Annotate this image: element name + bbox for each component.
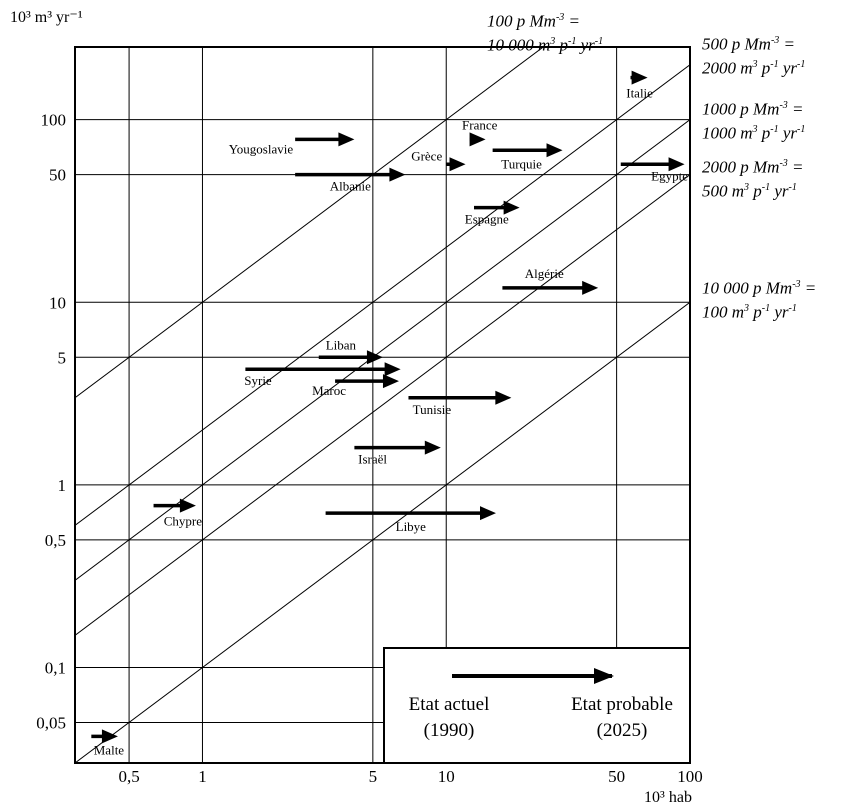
country-arrowhead [366, 350, 383, 365]
country-malte: Malte [91, 729, 124, 757]
country-arrowhead [382, 374, 399, 389]
legend-end-year: (2025) [597, 720, 648, 741]
country-label: Libye [396, 519, 427, 534]
country-label: Egypte [651, 168, 688, 183]
country-egypte: Egypte [620, 157, 688, 183]
country-yougoslavie: Yougoslavie [229, 132, 355, 156]
country-espagne: Espagne [465, 200, 520, 227]
country-maroc: Maroc [312, 374, 399, 398]
density-label-line1: 2000 p Mm-3 = [702, 157, 804, 177]
country-syrie: Syrie [244, 362, 401, 388]
density-label-line2: 1000 m3 p-1 yr-1 [702, 123, 806, 143]
density-label: 10 000 p Mm-3 = 100 m3 p-1 yr-1 [702, 275, 816, 322]
country-label: Algérie [525, 266, 564, 281]
country-label: France [462, 117, 498, 132]
country-arrowhead [479, 506, 496, 521]
x-tick-label: 50 [608, 767, 625, 786]
country-arrowhead [179, 498, 196, 513]
country-arrowhead [338, 132, 355, 147]
y-tick-label: 5 [58, 348, 67, 367]
country-tunisie: Tunisie [408, 390, 512, 417]
density-label: 100 p Mm-3 = 10 000 m3 p-1 yr-1 [487, 8, 603, 55]
legend: Etat actuel (1990) Etat probable (2025) [383, 647, 691, 764]
country-arrowhead [101, 729, 118, 744]
country-arrowhead [449, 157, 466, 172]
x-axis-label: 10³ hab [644, 789, 692, 806]
country-italie: Italie [626, 70, 653, 101]
country-arrowhead [582, 280, 599, 295]
legend-end-label: Etat probable [571, 694, 673, 715]
x-tick-label: 1 [198, 767, 207, 786]
density-label-line1: 100 p Mm-3 = [487, 11, 581, 31]
y-tick-label: 0,05 [36, 713, 66, 732]
density-label-line1: 500 p Mm-3 = [702, 34, 796, 54]
density-lines [75, 47, 690, 763]
y-tick-label: 10 [49, 293, 66, 312]
country-label: Espagne [465, 212, 509, 227]
y-axis-label: 10³ m³ yr⁻¹ [10, 9, 83, 26]
y-tick-label: 1 [58, 476, 67, 495]
country-label: Albanie [330, 179, 371, 194]
density-line [75, 301, 690, 763]
country-arrowhead [668, 157, 685, 172]
country-label: Maroc [312, 383, 346, 398]
country-arrowhead [631, 70, 648, 85]
country-france: France [462, 117, 498, 147]
x-tick-label: 5 [369, 767, 378, 786]
country-israël: Israël [354, 440, 441, 467]
legend-frame [383, 647, 691, 764]
country-arrowhead [495, 390, 512, 405]
country-arrowhead [389, 167, 406, 182]
density-label: 500 p Mm-3 = 2000 m3 p-1 yr-1 [702, 31, 805, 78]
country-arrowhead [503, 200, 520, 215]
country-arrows: Italie France Yougoslavie Turquie Grèce Egypt… [91, 70, 688, 757]
country-arrowhead [469, 132, 486, 147]
country-albanie: Albanie [295, 167, 406, 194]
density-label-line1: 10 000 p Mm-3 = [702, 278, 817, 298]
density-line [75, 174, 690, 636]
density-label-line2: 2000 m3 p-1 yr-1 [702, 58, 806, 78]
country-label: Yougoslavie [229, 141, 294, 156]
country-label: Tunisie [413, 402, 452, 417]
legend-start-year: (1990) [424, 720, 475, 741]
country-arrowhead [424, 440, 441, 455]
y-tick-label: 0,5 [45, 531, 66, 550]
y-tick-label: 100 [41, 111, 67, 130]
country-label: Grèce [411, 148, 442, 163]
country-label: Israël [358, 452, 387, 467]
country-label: Italie [626, 86, 653, 101]
country-arrowhead [384, 362, 401, 377]
density-label-line2: 500 m3 p-1 yr-1 [702, 181, 797, 201]
country-liban: Liban [318, 337, 383, 365]
country-label: Syrie [244, 373, 272, 388]
density-label: 2000 p Mm-3 = 500 m3 p-1 yr-1 [702, 154, 804, 201]
x-tick-label: 100 [677, 767, 703, 786]
density-label-line2: 100 m3 p-1 yr-1 [702, 302, 797, 322]
legend-start-label: Etat actuel [409, 694, 490, 715]
x-tick-labels: 0,5 1 5 10 50 100 [118, 767, 702, 786]
x-tick-label: 0,5 [118, 767, 139, 786]
y-tick-label: 0,1 [45, 659, 66, 678]
country-label: Chypre [164, 514, 203, 529]
country-arrowhead [546, 143, 563, 158]
country-algérie: Algérie [502, 266, 599, 295]
x-tick-label: 10 [438, 767, 455, 786]
country-turquie: Turquie [492, 143, 563, 171]
country-chypre: Chypre [153, 498, 203, 529]
density-label: 1000 p Mm-3 = 1000 m3 p-1 yr-1 [702, 96, 805, 143]
density-line [75, 119, 690, 582]
density-label-line1: 1000 p Mm-3 = [702, 99, 804, 119]
country-label: Liban [326, 337, 357, 352]
country-label: Malte [94, 742, 125, 757]
density-label-line2: 10 000 m3 p-1 yr-1 [487, 35, 604, 55]
density-line [75, 47, 545, 399]
y-tick-label: 50 [49, 166, 66, 185]
density-line [75, 64, 690, 527]
country-label: Turquie [501, 156, 542, 171]
country-grèce: Grèce [411, 148, 466, 172]
country-libye: Libye [325, 506, 496, 534]
y-tick-labels: 0,05 0,1 0,5 1 5 10 50 100 [36, 111, 66, 733]
plot-frame [74, 46, 691, 764]
